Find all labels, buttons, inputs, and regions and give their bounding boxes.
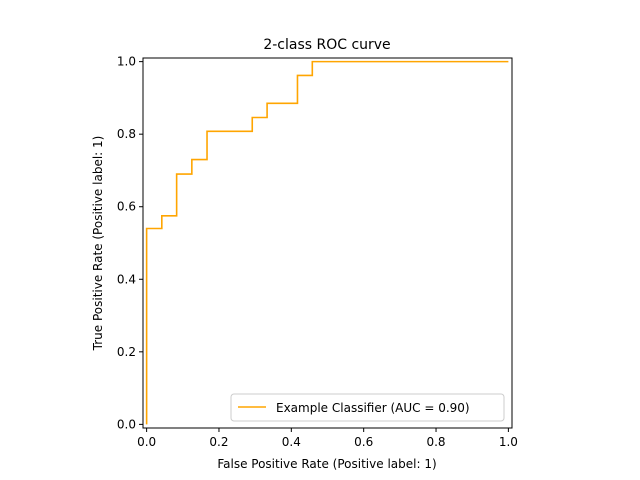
x-tick-label: 0.0 xyxy=(137,435,156,449)
x-axis-label: False Positive Rate (Positive label: 1) xyxy=(217,457,436,471)
roc-curve-line xyxy=(145,60,509,425)
y-tick-label: 1.0 xyxy=(117,55,136,69)
x-axis-ticks: 0.0 0.2 0.4 0.6 0.8 1.0 xyxy=(137,428,518,449)
axes-frame xyxy=(142,57,513,429)
y-axis-ticks: 0.0 0.2 0.4 0.6 0.8 1.0 xyxy=(117,55,143,431)
legend-label: Example Classifier (AUC = 0.90) xyxy=(276,401,470,415)
y-tick-label: 0.0 xyxy=(117,417,136,431)
x-tick-label: 0.4 xyxy=(282,435,301,449)
x-tick-label: 0.6 xyxy=(354,435,373,449)
y-tick-label: 0.2 xyxy=(117,345,136,359)
y-tick-label: 0.6 xyxy=(117,200,136,214)
y-tick-label: 0.4 xyxy=(117,272,136,286)
y-axis-label: True Positive Rate (Positive label: 1) xyxy=(91,136,105,352)
plot-area xyxy=(142,57,513,429)
legend-box xyxy=(230,393,505,422)
x-tick-label: 1.0 xyxy=(499,435,518,449)
legend: Example Classifier (AUC = 0.90) xyxy=(230,393,505,422)
x-tick-label: 0.2 xyxy=(209,435,228,449)
x-tick-label: 0.8 xyxy=(426,435,445,449)
y-tick-label: 0.8 xyxy=(117,127,136,141)
chart-title: 2-class ROC curve xyxy=(263,37,390,53)
